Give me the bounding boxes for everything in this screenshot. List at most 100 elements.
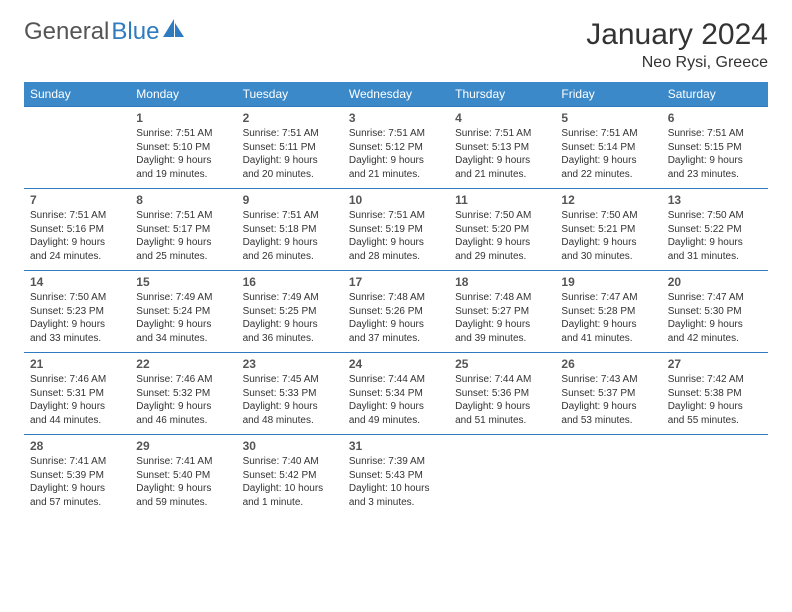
sunset-text: Sunset: 5:32 PM [136,387,230,401]
day-number: 3 [349,110,443,126]
day-header: Thursday [449,82,555,107]
location-label: Neo Rysi, Greece [586,54,768,72]
calendar-cell: 5Sunrise: 7:51 AMSunset: 5:14 PMDaylight… [555,107,661,189]
calendar-cell: 26Sunrise: 7:43 AMSunset: 5:37 PMDayligh… [555,353,661,435]
dl1-text: Daylight: 9 hours [30,318,124,332]
sunset-text: Sunset: 5:18 PM [243,223,337,237]
calendar-cell [24,107,130,189]
sunset-text: Sunset: 5:17 PM [136,223,230,237]
day-number: 17 [349,274,443,290]
day-number: 12 [561,192,655,208]
dl1-text: Daylight: 9 hours [349,400,443,414]
calendar-cell: 10Sunrise: 7:51 AMSunset: 5:19 PMDayligh… [343,189,449,271]
calendar-cell: 6Sunrise: 7:51 AMSunset: 5:15 PMDaylight… [662,107,768,189]
dl2-text: and 19 minutes. [136,168,230,182]
dl2-text: and 25 minutes. [136,250,230,264]
dl2-text: and 42 minutes. [668,332,762,346]
sunrise-text: Sunrise: 7:51 AM [349,127,443,141]
calendar-cell: 22Sunrise: 7:46 AMSunset: 5:32 PMDayligh… [130,353,236,435]
calendar-cell: 21Sunrise: 7:46 AMSunset: 5:31 PMDayligh… [24,353,130,435]
dl1-text: Daylight: 9 hours [349,236,443,250]
dl2-text: and 36 minutes. [243,332,337,346]
dl1-text: Daylight: 9 hours [561,236,655,250]
sunset-text: Sunset: 5:26 PM [349,305,443,319]
sunset-text: Sunset: 5:30 PM [668,305,762,319]
sunrise-text: Sunrise: 7:46 AM [136,373,230,387]
day-number: 24 [349,356,443,372]
day-number: 21 [30,356,124,372]
calendar-cell: 15Sunrise: 7:49 AMSunset: 5:24 PMDayligh… [130,271,236,353]
sunrise-text: Sunrise: 7:42 AM [668,373,762,387]
day-number: 6 [668,110,762,126]
calendar-cell [662,435,768,517]
logo-word-1: General [24,18,109,46]
sunset-text: Sunset: 5:10 PM [136,141,230,155]
logo: GeneralBlue [24,18,185,46]
day-number: 5 [561,110,655,126]
sunset-text: Sunset: 5:13 PM [455,141,549,155]
dl2-text: and 21 minutes. [349,168,443,182]
title-block: January 2024 Neo Rysi, Greece [586,18,768,72]
calendar-week-row: 14Sunrise: 7:50 AMSunset: 5:23 PMDayligh… [24,271,768,353]
sunrise-text: Sunrise: 7:45 AM [243,373,337,387]
dl2-text: and 23 minutes. [668,168,762,182]
sunset-text: Sunset: 5:21 PM [561,223,655,237]
sunset-text: Sunset: 5:22 PM [668,223,762,237]
dl2-text: and 28 minutes. [349,250,443,264]
calendar-cell: 19Sunrise: 7:47 AMSunset: 5:28 PMDayligh… [555,271,661,353]
sunset-text: Sunset: 5:15 PM [668,141,762,155]
calendar-cell [555,435,661,517]
day-number: 14 [30,274,124,290]
logo-word-2: Blue [111,18,159,46]
day-number: 19 [561,274,655,290]
calendar-cell: 11Sunrise: 7:50 AMSunset: 5:20 PMDayligh… [449,189,555,271]
day-number: 31 [349,438,443,454]
dl2-text: and 59 minutes. [136,496,230,510]
dl2-text: and 53 minutes. [561,414,655,428]
dl1-text: Daylight: 9 hours [668,318,762,332]
day-header: Friday [555,82,661,107]
sunrise-text: Sunrise: 7:40 AM [243,455,337,469]
day-number: 29 [136,438,230,454]
dl1-text: Daylight: 10 hours [243,482,337,496]
sunset-text: Sunset: 5:38 PM [668,387,762,401]
day-header: Tuesday [237,82,343,107]
dl2-text: and 1 minute. [243,496,337,510]
calendar-cell: 2Sunrise: 7:51 AMSunset: 5:11 PMDaylight… [237,107,343,189]
sunset-text: Sunset: 5:31 PM [30,387,124,401]
dl2-text: and 26 minutes. [243,250,337,264]
sunrise-text: Sunrise: 7:51 AM [136,127,230,141]
dl2-text: and 48 minutes. [243,414,337,428]
month-title: January 2024 [586,18,768,52]
calendar-cell: 27Sunrise: 7:42 AMSunset: 5:38 PMDayligh… [662,353,768,435]
dl1-text: Daylight: 9 hours [136,236,230,250]
sunset-text: Sunset: 5:25 PM [243,305,337,319]
sunrise-text: Sunrise: 7:41 AM [136,455,230,469]
calendar-cell: 8Sunrise: 7:51 AMSunset: 5:17 PMDaylight… [130,189,236,271]
calendar-cell: 7Sunrise: 7:51 AMSunset: 5:16 PMDaylight… [24,189,130,271]
sunset-text: Sunset: 5:11 PM [243,141,337,155]
sunrise-text: Sunrise: 7:51 AM [455,127,549,141]
sunrise-text: Sunrise: 7:44 AM [455,373,549,387]
calendar-cell: 4Sunrise: 7:51 AMSunset: 5:13 PMDaylight… [449,107,555,189]
dl1-text: Daylight: 9 hours [561,154,655,168]
dl2-text: and 31 minutes. [668,250,762,264]
calendar-cell: 30Sunrise: 7:40 AMSunset: 5:42 PMDayligh… [237,435,343,517]
dl1-text: Daylight: 9 hours [455,154,549,168]
sunset-text: Sunset: 5:20 PM [455,223,549,237]
sunrise-text: Sunrise: 7:41 AM [30,455,124,469]
sunset-text: Sunset: 5:42 PM [243,469,337,483]
calendar-cell: 12Sunrise: 7:50 AMSunset: 5:21 PMDayligh… [555,189,661,271]
calendar-cell: 24Sunrise: 7:44 AMSunset: 5:34 PMDayligh… [343,353,449,435]
sunset-text: Sunset: 5:33 PM [243,387,337,401]
dl1-text: Daylight: 9 hours [136,400,230,414]
day-header: Wednesday [343,82,449,107]
dl2-text: and 57 minutes. [30,496,124,510]
day-header-row: SundayMondayTuesdayWednesdayThursdayFrid… [24,82,768,107]
sunrise-text: Sunrise: 7:47 AM [561,291,655,305]
sunrise-text: Sunrise: 7:51 AM [30,209,124,223]
sunset-text: Sunset: 5:34 PM [349,387,443,401]
dl1-text: Daylight: 9 hours [30,482,124,496]
dl1-text: Daylight: 9 hours [561,400,655,414]
calendar-cell: 23Sunrise: 7:45 AMSunset: 5:33 PMDayligh… [237,353,343,435]
